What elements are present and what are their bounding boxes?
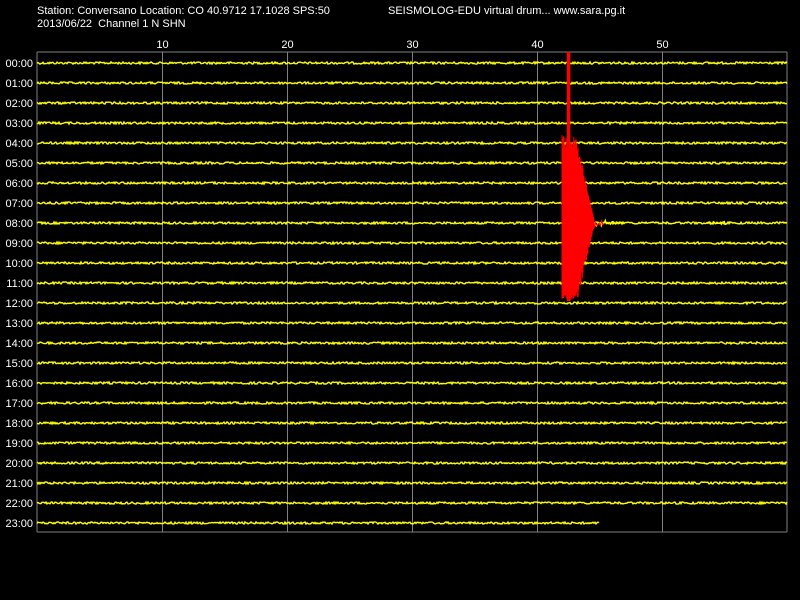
x-tick-label: 20 (281, 39, 293, 51)
hour-label: 09:00 (5, 238, 33, 250)
trace-line (36, 260, 788, 266)
trace-line (36, 140, 788, 146)
trace-line (36, 360, 788, 366)
hour-labels: 00:00 01:00 02:00 03:00 04:00 05:00 06:00 07:00… (5, 58, 33, 530)
trace-line (36, 80, 788, 86)
hour-label: 00:00 (5, 58, 33, 70)
trace-line (36, 340, 788, 346)
hour-label: 05:00 (5, 158, 33, 170)
hour-label: 11:00 (6, 278, 33, 290)
event-coda (593, 218, 625, 228)
trace-line (36, 320, 788, 326)
hour-label: 10:00 (5, 258, 33, 270)
hour-label: 23:00 (5, 518, 33, 530)
hour-label: 18:00 (5, 418, 33, 430)
trace-line (36, 380, 788, 386)
hour-label: 17:00 (5, 398, 33, 410)
trace-line (36, 440, 788, 446)
hour-label: 19:00 (5, 438, 33, 450)
trace-line (36, 200, 788, 206)
hour-label: 20:00 (5, 458, 33, 470)
date-channel: 2013/06/22 Channel 1 N SHN (37, 18, 186, 30)
hour-label: 01:00 (5, 78, 33, 90)
event-waveform (561, 129, 595, 301)
trace-line (36, 280, 788, 286)
x-tick-label: 40 (531, 39, 543, 51)
trace-line (36, 520, 600, 526)
hour-label: 04:00 (5, 138, 33, 150)
hour-label: 15:00 (5, 358, 33, 370)
trace-line (36, 420, 788, 426)
trace-line (36, 220, 788, 226)
event-late-wiggle (705, 220, 731, 226)
hour-label: 07:00 (5, 198, 33, 210)
event-oscillation (561, 172, 605, 268)
trace-line (36, 460, 788, 466)
x-tick-label: 10 (156, 39, 168, 51)
hour-label: 21:00 (5, 478, 33, 490)
trace-line (36, 100, 788, 106)
hour-label: 12:00 (5, 298, 33, 310)
x-axis-ticks: 10 20 30 40 50 (156, 39, 668, 51)
trace-line (36, 60, 788, 66)
trace-line (36, 160, 788, 166)
hour-label: 08:00 (5, 218, 33, 230)
hour-label: 13:00 (5, 318, 33, 330)
hour-label: 03:00 (5, 118, 33, 130)
trace-line (36, 480, 788, 486)
hour-label: 06:00 (5, 178, 33, 190)
hour-label: 02:00 (5, 98, 33, 110)
traces (36, 60, 788, 526)
trace-line (36, 120, 788, 126)
hour-label: 22:00 (5, 498, 33, 510)
trace-line (36, 400, 788, 406)
app-title: SEISMOLOG-EDU virtual drum... www.sara.p… (388, 5, 626, 17)
trace-line (36, 180, 788, 186)
hour-label: 14:00 (5, 338, 33, 350)
trace-line (36, 240, 788, 246)
station-info: Station: Conversano Location: CO 40.9712… (37, 5, 330, 17)
hour-label: 16:00 (5, 378, 33, 390)
trace-line (36, 300, 788, 306)
earthquake-event (561, 52, 731, 301)
x-tick-label: 30 (406, 39, 418, 51)
grid-layer (36, 51, 788, 533)
trace-line (36, 500, 788, 506)
x-tick-label: 50 (656, 39, 668, 51)
